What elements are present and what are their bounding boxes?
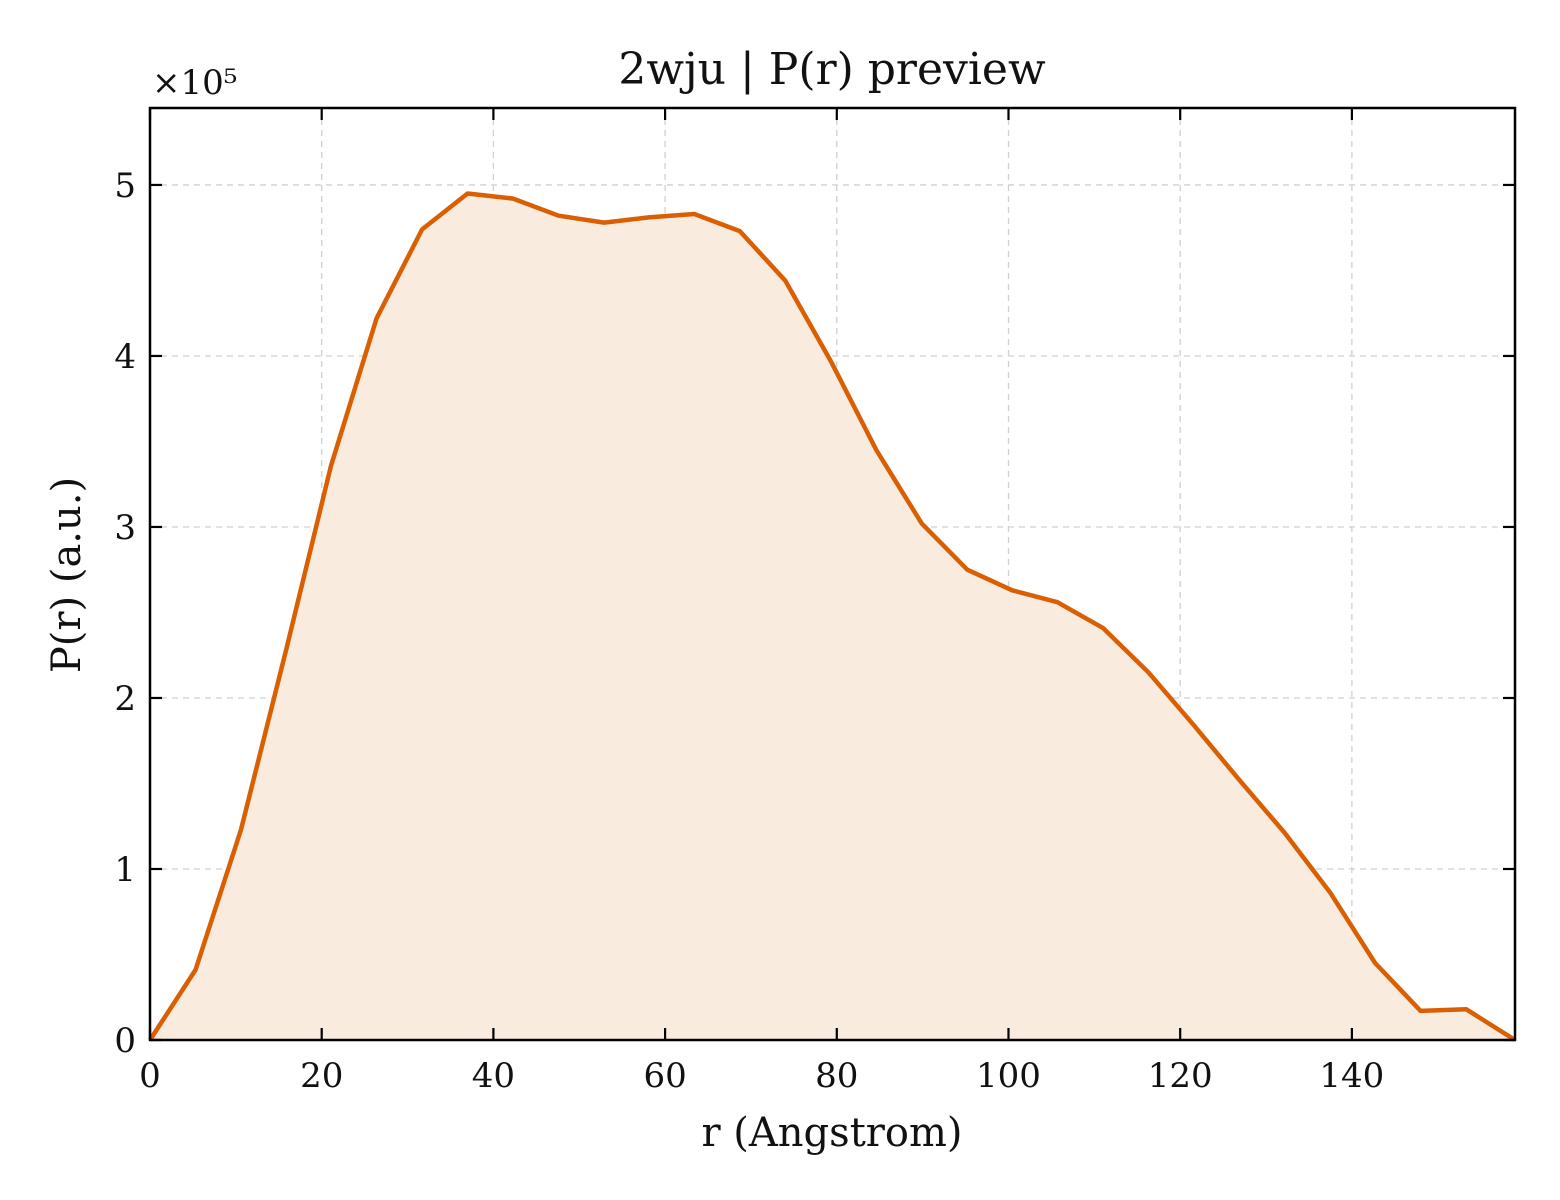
x-tick-label: 0 bbox=[139, 1056, 161, 1096]
y-tick-label: 2 bbox=[114, 679, 136, 719]
chart-title: 2wju | P(r) preview bbox=[618, 44, 1046, 95]
y-tick-label: 5 bbox=[114, 166, 136, 206]
x-tick-label: 140 bbox=[1319, 1056, 1384, 1096]
x-tick-label: 100 bbox=[976, 1056, 1041, 1096]
series-line bbox=[148, 191, 1517, 1042]
y-tick-label: 3 bbox=[114, 508, 136, 548]
x-tick-label: 120 bbox=[1148, 1056, 1213, 1096]
x-tick-label: 40 bbox=[472, 1056, 515, 1096]
y-tick-label: 4 bbox=[114, 337, 136, 377]
x-tick-label: 80 bbox=[815, 1056, 858, 1096]
x-tick-label: 60 bbox=[643, 1056, 686, 1096]
y-scale-factor-label: ×10⁵ bbox=[152, 63, 237, 103]
y-axis-label: P(r) (a.u.) bbox=[44, 477, 90, 673]
x-axis-label: r (Angstrom) bbox=[701, 1110, 962, 1156]
y-tick-label: 1 bbox=[114, 850, 136, 890]
y-tick-label: 0 bbox=[114, 1021, 136, 1061]
area-fill bbox=[150, 193, 1515, 1040]
y-axis-ticks: 0 1 2 3 4 5 bbox=[114, 166, 1515, 1061]
x-tick-label: 20 bbox=[300, 1056, 343, 1096]
plot-frame bbox=[148, 106, 1517, 1042]
x-axis-ticks: 0 20 40 60 80 100 120 140 bbox=[139, 108, 1384, 1096]
